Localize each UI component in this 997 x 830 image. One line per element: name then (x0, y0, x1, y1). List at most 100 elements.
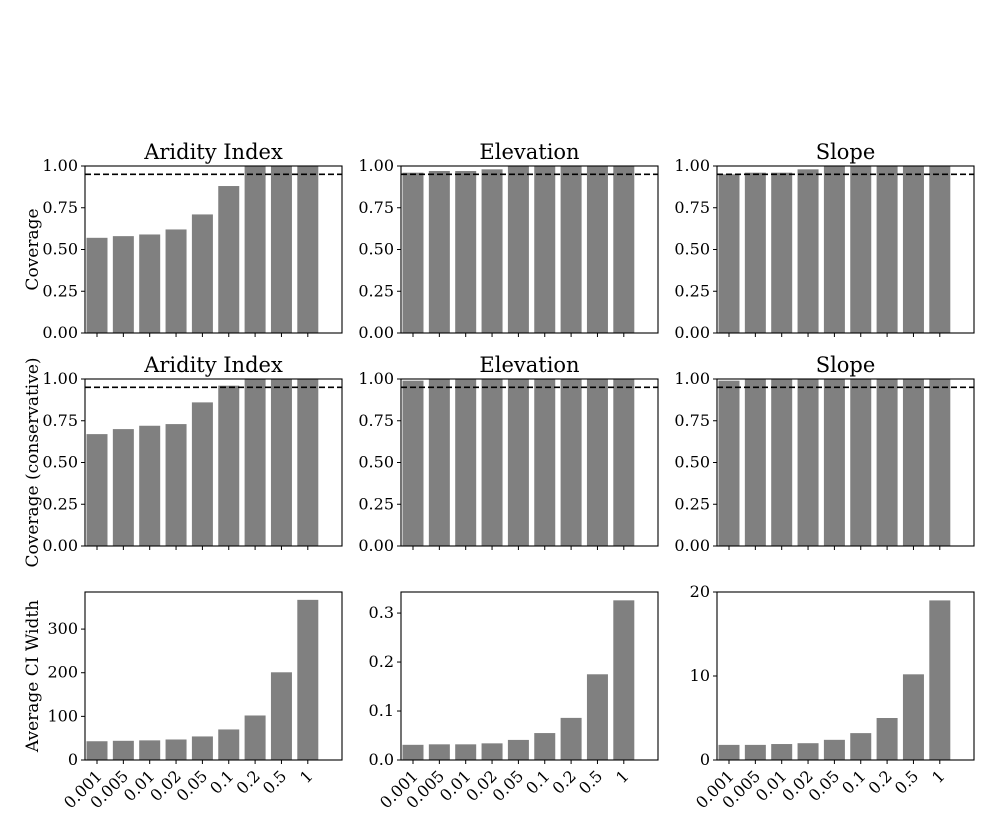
x-tick-label: 0.2 (548, 766, 579, 797)
chart-panel-row3-col1: 01002003000.0010.0050.010.020.050.10.20.… (23, 591, 343, 812)
bar-0.005 (428, 744, 450, 760)
bar-0.5 (902, 166, 924, 333)
bar-0.5 (270, 166, 292, 333)
bar-0.01 (139, 425, 161, 546)
y-tick-label: 0.50 (674, 453, 710, 472)
y-tick-label: 0.75 (358, 411, 394, 430)
bar-1 (613, 379, 635, 546)
bar-0.5 (586, 379, 608, 546)
bar-0.02 (481, 169, 503, 333)
bar-0.2 (876, 166, 898, 333)
y-tick-label: 0.1 (369, 701, 394, 720)
x-tick-label: 0.1 (838, 766, 869, 797)
y-tick-label: 1.00 (674, 156, 710, 175)
bar-0.5 (902, 379, 924, 546)
y-tick-label: 0.3 (369, 603, 394, 622)
x-tick-label: 0.1 (522, 766, 553, 797)
y-tick-label: 100 (47, 706, 78, 725)
chart-title: Aridity Index (143, 140, 283, 164)
y-axis-label: Average CI Width (23, 600, 43, 753)
bar-1 (297, 166, 319, 333)
bar-0.005 (428, 171, 450, 333)
bar-0.05 (191, 214, 213, 333)
bar-0.02 (797, 743, 819, 760)
y-tick-label: 0.00 (42, 536, 78, 555)
y-tick-label: 300 (47, 619, 78, 638)
bar-0.2 (560, 166, 582, 333)
y-tick-label: 0.75 (674, 411, 710, 430)
axes-frame (400, 591, 659, 761)
bar-0.005 (744, 379, 766, 546)
y-tick-label: 0.00 (674, 536, 710, 555)
y-tick-label: 1.00 (358, 156, 394, 175)
x-tick-label: 0.05 (805, 766, 844, 805)
bar-0.01 (771, 172, 793, 333)
x-tick-label: 0.2 (864, 766, 895, 797)
chart-panel-row1-col2: Elevation 0.00 0.25 0.50 0.75 1.00 (358, 140, 659, 342)
bar-0.02 (165, 739, 187, 760)
bar-1 (297, 379, 319, 546)
chart-title: Elevation (479, 353, 579, 377)
bar-0.05 (823, 379, 845, 546)
y-tick-label: 0.25 (42, 281, 78, 300)
bar-0.001 (86, 434, 108, 546)
x-tick-label: 1 (928, 766, 949, 787)
x-tick-label: 1 (296, 766, 317, 787)
y-tick-label: 0.25 (674, 281, 710, 300)
bar-0.5 (902, 674, 924, 760)
bar-0.02 (797, 379, 819, 546)
x-tick-label: 0.05 (173, 766, 212, 805)
bar-1 (297, 599, 319, 760)
bar-0.005 (744, 744, 766, 760)
bar-0.05 (191, 402, 213, 546)
chart-title: Elevation (479, 140, 579, 164)
bar-0.02 (797, 169, 819, 333)
y-tick-label: 0.00 (42, 323, 78, 342)
y-tick-label: 0.50 (358, 453, 394, 472)
y-tick-label: 0.75 (42, 411, 78, 430)
y-tick-label: 0.25 (42, 494, 78, 513)
chart-panel-row2-col3: Slope 0.00 0.25 0.50 0.75 1.00 (674, 353, 975, 555)
bar-0.001 (402, 172, 424, 333)
bar-0.1 (218, 729, 240, 760)
x-tick-label: 0.5 (891, 766, 922, 797)
chart-panel-row1-col3: Slope 0.00 0.25 0.50 0.75 1.00 (674, 140, 975, 342)
axes-frame (84, 591, 343, 761)
y-tick-label: 1.00 (674, 369, 710, 388)
y-tick-label: 0.25 (358, 494, 394, 513)
x-tick-label: 0.5 (575, 766, 606, 797)
bar-0.01 (455, 744, 477, 760)
y-tick-label: 0.75 (358, 198, 394, 217)
bar-0.005 (112, 429, 134, 546)
y-tick-label: 0.75 (42, 198, 78, 217)
bar-1 (929, 379, 951, 546)
bar-0.2 (560, 717, 582, 760)
bar-0.2 (560, 379, 582, 546)
bar-1 (929, 166, 951, 333)
chart-panel-row3-col2: 0.00.10.20.30.0010.0050.010.020.050.10.2… (369, 591, 659, 812)
bar-0.2 (876, 379, 898, 546)
bar-0.005 (428, 379, 450, 546)
y-tick-label: 20 (690, 582, 710, 601)
bar-0.005 (744, 172, 766, 333)
x-tick-label: 0.5 (259, 766, 290, 797)
bar-0.001 (718, 380, 740, 546)
bar-0.1 (850, 379, 872, 546)
bar-1 (613, 166, 635, 333)
bar-0.02 (481, 743, 503, 760)
bar-0.01 (139, 740, 161, 760)
bar-0.05 (507, 166, 529, 333)
bar-0.1 (850, 733, 872, 760)
bar-0.1 (534, 379, 556, 546)
bar-0.2 (244, 379, 266, 546)
y-tick-label: 1.00 (42, 156, 78, 175)
bar-0.001 (402, 380, 424, 546)
bar-0.2 (876, 718, 898, 760)
y-tick-label: 0.50 (674, 240, 710, 259)
y-axis-label: Coverage (23, 208, 43, 290)
y-tick-label: 0.50 (42, 453, 78, 472)
bar-1 (613, 600, 635, 760)
y-tick-label: 0.25 (358, 281, 394, 300)
x-tick-label: 0.2 (232, 766, 263, 797)
bar-0.001 (718, 744, 740, 760)
